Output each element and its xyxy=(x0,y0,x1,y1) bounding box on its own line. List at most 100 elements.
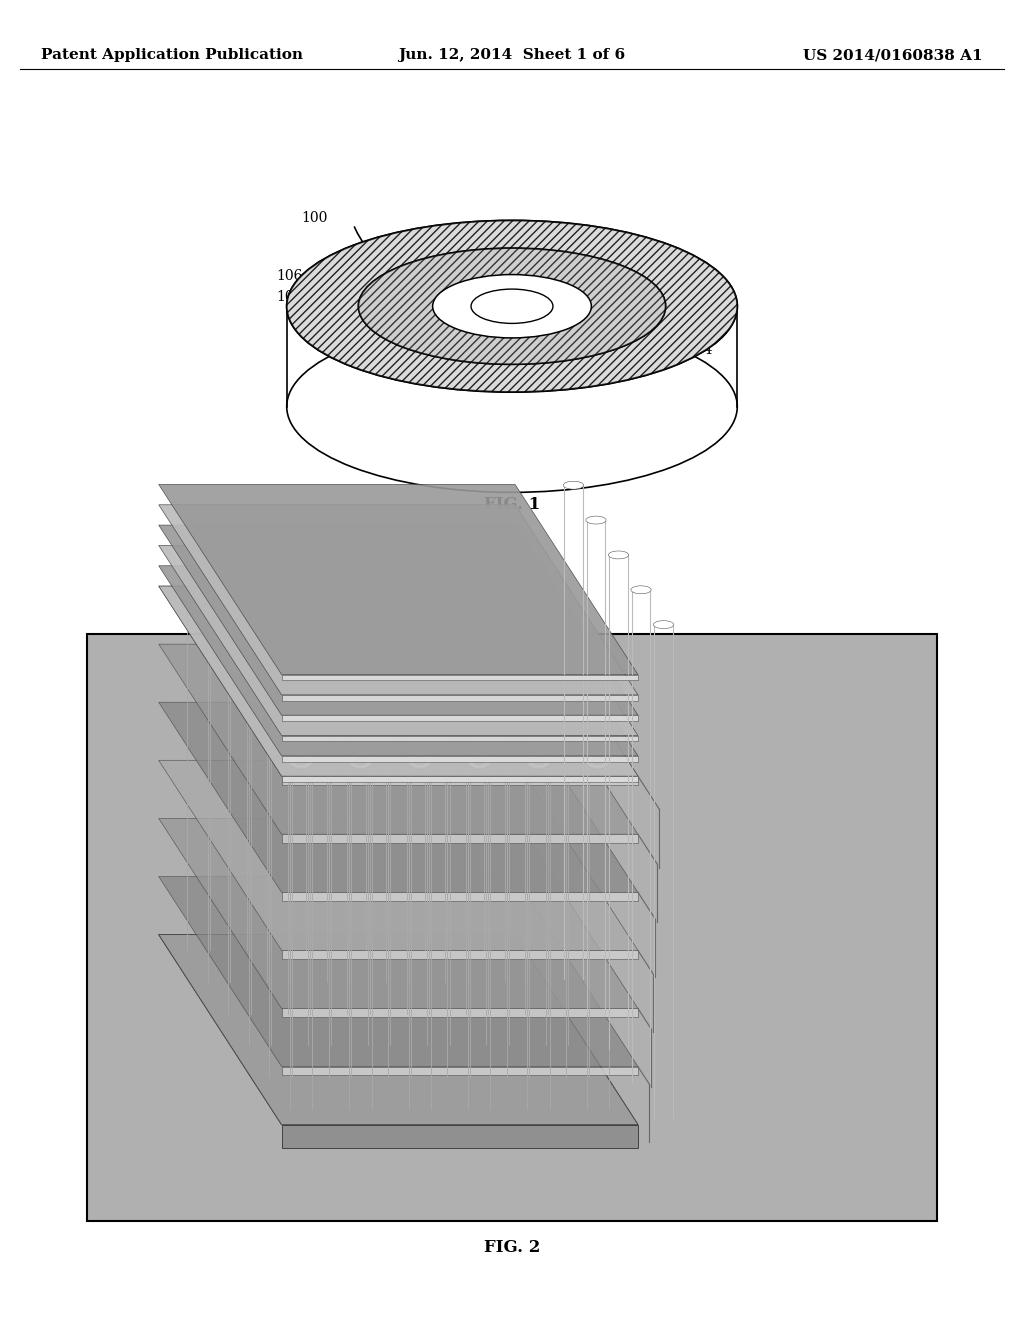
Ellipse shape xyxy=(346,656,371,675)
Ellipse shape xyxy=(504,624,528,643)
Ellipse shape xyxy=(295,756,307,764)
Ellipse shape xyxy=(446,719,471,738)
Ellipse shape xyxy=(408,751,432,770)
Ellipse shape xyxy=(631,586,651,594)
Polygon shape xyxy=(159,586,638,776)
Ellipse shape xyxy=(414,756,426,764)
Text: 106: 106 xyxy=(276,269,366,282)
Ellipse shape xyxy=(483,593,508,611)
Ellipse shape xyxy=(586,751,610,770)
Polygon shape xyxy=(159,876,638,1067)
Ellipse shape xyxy=(213,630,225,638)
Ellipse shape xyxy=(432,275,592,338)
Ellipse shape xyxy=(193,598,205,606)
Ellipse shape xyxy=(385,624,410,643)
Ellipse shape xyxy=(592,756,604,764)
Polygon shape xyxy=(159,566,638,756)
Text: 104: 104 xyxy=(612,342,713,356)
Ellipse shape xyxy=(334,725,346,733)
Ellipse shape xyxy=(432,693,444,701)
Ellipse shape xyxy=(289,751,313,770)
Text: 216: 216 xyxy=(689,929,820,942)
Ellipse shape xyxy=(412,661,424,669)
Ellipse shape xyxy=(512,725,524,733)
Polygon shape xyxy=(159,525,638,715)
Polygon shape xyxy=(159,545,638,735)
Ellipse shape xyxy=(393,725,406,733)
Ellipse shape xyxy=(348,751,373,770)
Ellipse shape xyxy=(406,656,430,675)
Ellipse shape xyxy=(354,756,367,764)
Text: FIG. 1: FIG. 1 xyxy=(484,496,540,512)
Ellipse shape xyxy=(586,516,606,524)
Ellipse shape xyxy=(485,688,510,706)
Ellipse shape xyxy=(492,693,504,701)
Ellipse shape xyxy=(473,756,485,764)
Ellipse shape xyxy=(545,688,569,706)
Ellipse shape xyxy=(371,598,383,606)
Polygon shape xyxy=(159,935,638,1125)
Ellipse shape xyxy=(471,661,483,669)
Polygon shape xyxy=(282,1125,638,1148)
Text: US 2014/0160838 A1: US 2014/0160838 A1 xyxy=(804,49,983,62)
Ellipse shape xyxy=(358,248,666,364)
Ellipse shape xyxy=(430,598,442,606)
Ellipse shape xyxy=(326,624,350,643)
Polygon shape xyxy=(159,702,638,892)
Polygon shape xyxy=(282,735,638,742)
Ellipse shape xyxy=(268,719,293,738)
Polygon shape xyxy=(282,892,638,902)
Ellipse shape xyxy=(373,693,385,701)
Ellipse shape xyxy=(266,624,291,643)
Polygon shape xyxy=(282,675,638,680)
Text: 1st: 1st xyxy=(821,1012,842,1026)
Ellipse shape xyxy=(287,656,311,675)
Text: 206: 206 xyxy=(542,1040,631,1074)
Text: FIG. 2: FIG. 2 xyxy=(483,1239,541,1255)
Polygon shape xyxy=(282,1067,638,1076)
Ellipse shape xyxy=(453,725,465,733)
Polygon shape xyxy=(159,935,638,1125)
Ellipse shape xyxy=(328,719,352,738)
Text: Jun. 12, 2014  Sheet 1 of 6: Jun. 12, 2014 Sheet 1 of 6 xyxy=(398,49,626,62)
Polygon shape xyxy=(159,504,638,694)
Ellipse shape xyxy=(287,220,737,392)
Polygon shape xyxy=(159,484,638,675)
Polygon shape xyxy=(282,834,638,843)
Ellipse shape xyxy=(391,630,403,638)
Polygon shape xyxy=(159,644,638,834)
Ellipse shape xyxy=(287,321,737,492)
Polygon shape xyxy=(159,818,638,1008)
Ellipse shape xyxy=(293,661,305,669)
Ellipse shape xyxy=(305,593,330,611)
Ellipse shape xyxy=(563,482,584,490)
Ellipse shape xyxy=(465,656,489,675)
Ellipse shape xyxy=(358,248,666,364)
Ellipse shape xyxy=(207,624,231,643)
Ellipse shape xyxy=(653,620,674,628)
Ellipse shape xyxy=(274,725,287,733)
Polygon shape xyxy=(159,760,638,950)
Text: Patent Application Publication: Patent Application Publication xyxy=(41,49,303,62)
Text: 106: 106 xyxy=(679,907,820,920)
Ellipse shape xyxy=(424,593,449,611)
Ellipse shape xyxy=(524,656,549,675)
Ellipse shape xyxy=(365,593,389,611)
Ellipse shape xyxy=(489,598,502,606)
Ellipse shape xyxy=(530,661,543,669)
Ellipse shape xyxy=(565,719,590,738)
Ellipse shape xyxy=(186,593,211,611)
Ellipse shape xyxy=(233,661,246,669)
Ellipse shape xyxy=(451,630,463,638)
Ellipse shape xyxy=(426,688,451,706)
Ellipse shape xyxy=(532,756,545,764)
Polygon shape xyxy=(282,715,638,721)
Text: 210: 210 xyxy=(87,932,217,946)
Ellipse shape xyxy=(227,656,252,675)
Ellipse shape xyxy=(367,688,391,706)
Ellipse shape xyxy=(608,550,629,558)
Polygon shape xyxy=(282,756,638,762)
Text: 108: 108 xyxy=(589,317,713,333)
Polygon shape xyxy=(282,694,638,701)
Ellipse shape xyxy=(467,751,492,770)
